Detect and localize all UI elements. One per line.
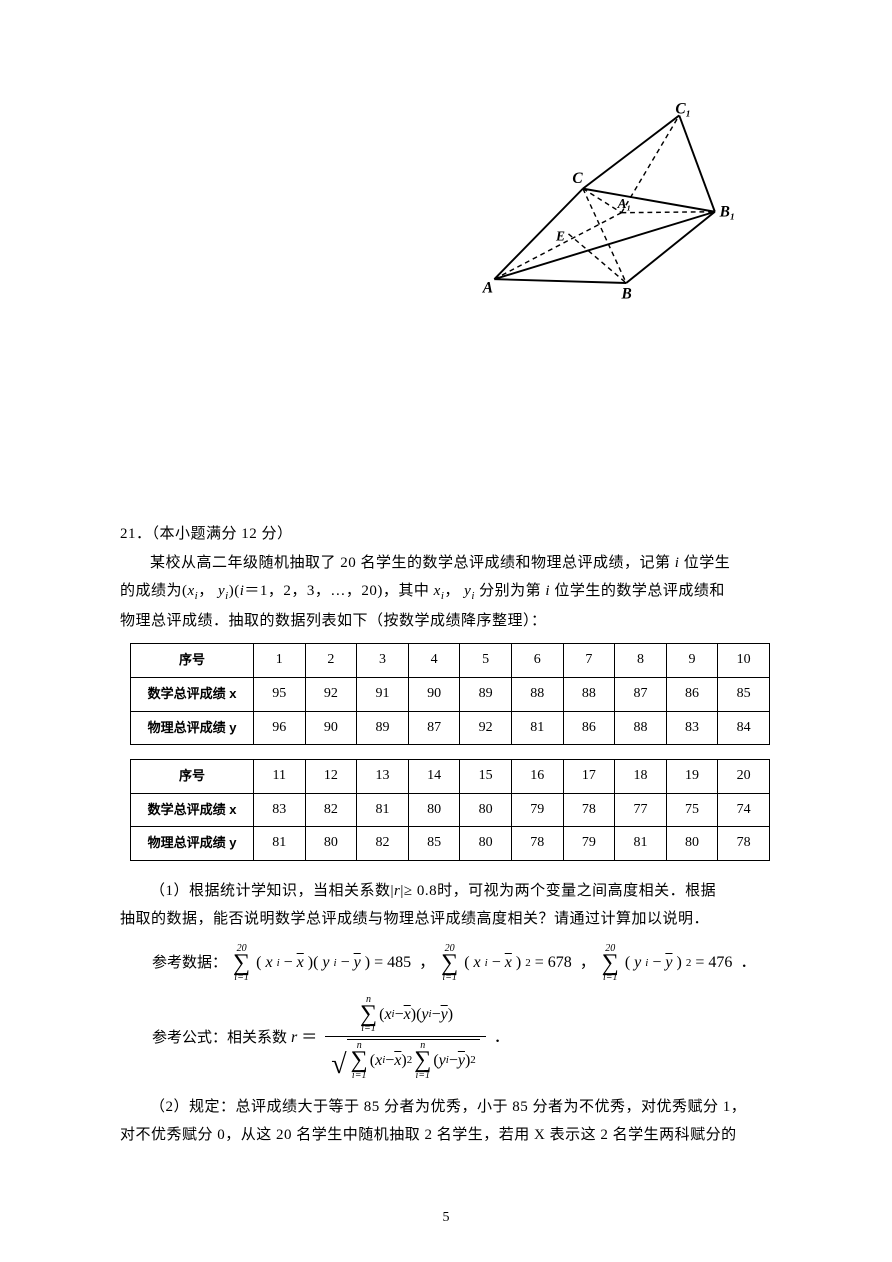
table-row: 数学总评成绩 x 83828180807978777574 bbox=[131, 793, 770, 827]
question-1-line1: （1）根据统计学知识，当相关系数|r|≥ 0.8时，可视为两个变量之间高度相关．… bbox=[120, 877, 772, 906]
problem-number: 21． bbox=[120, 526, 152, 542]
score-table-1: 序号 12345678910 数学总评成绩 x 9592919089888887… bbox=[130, 643, 770, 745]
table-row: 序号 12345678910 bbox=[131, 644, 770, 678]
problem-line-3: 物理总评成绩．抽取的数据列表如下（按数学成绩降序整理）： bbox=[120, 607, 772, 636]
label-B1: B₁ bbox=[719, 204, 736, 221]
table-row: 物理总评成绩 y 81808285807879818078 bbox=[131, 827, 770, 861]
problem-header: 21．（本小题满分 12 分） bbox=[120, 520, 772, 549]
hdr-seq: 序号 bbox=[131, 760, 254, 794]
label-A1: A₁ bbox=[617, 196, 632, 211]
prism-figure: A B C A₁ B₁ C₁ E bbox=[477, 95, 737, 315]
label-A: A bbox=[482, 280, 493, 297]
hdr-seq: 序号 bbox=[131, 644, 254, 678]
table-row: 数学总评成绩 x 95929190898888878685 bbox=[131, 677, 770, 711]
table-row: 物理总评成绩 y 96908987928186888384 bbox=[131, 711, 770, 745]
score-table-2: 序号 11121314151617181920 数学总评成绩 x 8382818… bbox=[130, 759, 770, 861]
label-B: B bbox=[620, 285, 631, 302]
ref-formula-label: 参考公式：相关系数 bbox=[152, 1024, 287, 1053]
question-2-line2: 对不优秀赋分 0，从这 20 名学生中随机抽取 2 名学生，若用 X 表示这 2… bbox=[120, 1121, 772, 1150]
reference-data: 参考数据： 20∑i=1 (xi − x)(yi − y) = 485 ， 20… bbox=[120, 944, 772, 983]
problem-line-2: 的成绩为(xi， yi)(i＝1，2，3，…，20)，其中 xi， yi 分别为… bbox=[120, 577, 772, 607]
label-C1: C₁ bbox=[675, 101, 691, 118]
hdr-phys: 物理总评成绩 y bbox=[131, 711, 254, 745]
hdr-math: 数学总评成绩 x bbox=[131, 677, 254, 711]
question-1-line2: 抽取的数据，能否说明数学总评成绩与物理总评成绩高度相关？请通过计算加以说明． bbox=[120, 905, 772, 934]
label-E: E bbox=[555, 229, 565, 244]
hdr-phys: 物理总评成绩 y bbox=[131, 827, 254, 861]
problem-line-1: 某校从高二年级随机抽取了 20 名学生的数学总评成绩和物理总评成绩，记第 i 位… bbox=[120, 549, 772, 578]
ref-data-label: 参考数据： bbox=[152, 949, 227, 978]
label-C: C bbox=[572, 170, 583, 187]
question-2-line1: （2）规定：总评成绩大于等于 85 分者为优秀，小于 85 分者为不优秀，对优秀… bbox=[120, 1093, 772, 1122]
table-row: 序号 11121314151617181920 bbox=[131, 760, 770, 794]
page: A B C A₁ B₁ C₁ E 21．（本小题满分 12 分） 某校从高二年级… bbox=[0, 0, 892, 1262]
reference-formula: 参考公式：相关系数 r＝ n∑i=1 (xi − x)(yi − y) √ n∑… bbox=[120, 993, 772, 1082]
hdr-math: 数学总评成绩 x bbox=[131, 793, 254, 827]
page-number: 5 bbox=[0, 1205, 892, 1232]
problem-points: （本小题满分 12 分） bbox=[152, 526, 293, 542]
